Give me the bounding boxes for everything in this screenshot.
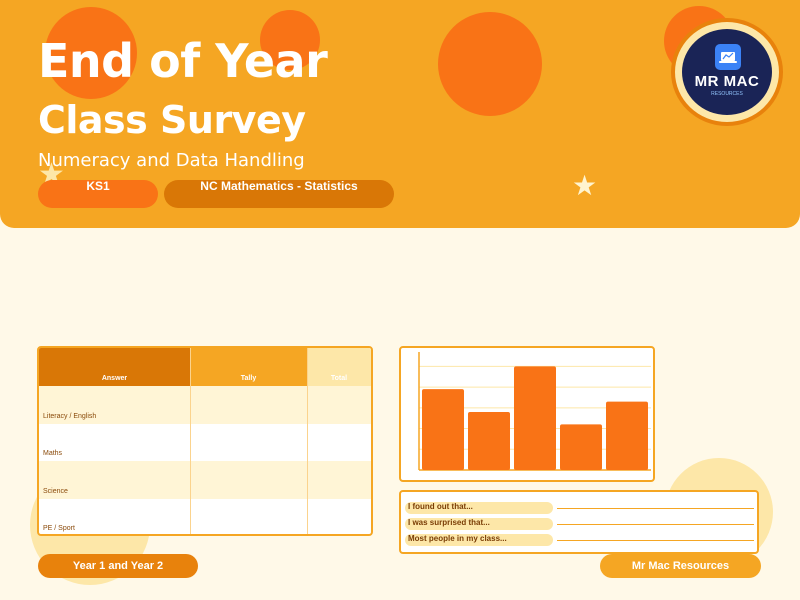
- header-answer: Answer: [39, 348, 190, 386]
- subtitle: Numeracy and Data Handling: [38, 150, 305, 171]
- key-stage-tag: KS1: [38, 180, 158, 208]
- chart-bar: [514, 366, 556, 470]
- chart-bar: [422, 389, 464, 470]
- logo: MR MAC RESOURCES: [671, 18, 783, 126]
- logo-badge-background: MR MAC RESOURCES: [682, 29, 772, 115]
- title-line-1: End of Year: [38, 34, 328, 88]
- header-total: Total: [307, 348, 371, 386]
- header-banner: ★ ★ End of Year Class Survey Numeracy an…: [0, 0, 800, 228]
- reflection-prompt: I found out that...: [405, 502, 553, 514]
- reflection-box: I found out that... I was surprised that…: [399, 490, 759, 554]
- publisher-badge: Mr Mac Resources: [600, 554, 761, 578]
- bar-chart: [399, 346, 655, 482]
- star-icon: ★: [572, 169, 598, 202]
- answer-cell: Science: [43, 487, 68, 495]
- title-line-2: Class Survey: [38, 98, 306, 142]
- tally-table: Answer Tally Total Literacy / English Ma…: [37, 346, 373, 536]
- chart-bar: [606, 401, 648, 470]
- logo-sub: RESOURCES: [711, 91, 743, 97]
- answer-cell: Literacy / English: [43, 412, 97, 420]
- table-row: PE / Sport: [39, 499, 371, 535]
- header-tally: Tally: [190, 348, 307, 386]
- table-header: Answer Tally Total: [39, 348, 371, 386]
- writing-line: [557, 540, 754, 541]
- table-row: Literacy / English: [39, 386, 371, 424]
- column-divider: [190, 348, 191, 534]
- reflection-row: I found out that...: [405, 502, 755, 514]
- laptop-icon: [715, 44, 741, 70]
- reflection-prompt: Most people in my class...: [405, 534, 553, 546]
- writing-line: [557, 508, 754, 509]
- reflection-row: Most people in my class...: [405, 534, 755, 546]
- table-row: Maths: [39, 424, 371, 462]
- year-group-badge: Year 1 and Year 2: [38, 554, 198, 578]
- logo-name: MR MAC: [694, 73, 760, 90]
- answer-cell: PE / Sport: [43, 525, 75, 532]
- answer-cell: Maths: [43, 450, 63, 457]
- reflection-row: I was surprised that...: [405, 518, 755, 530]
- decorative-circle: [260, 10, 320, 70]
- chart-bar: [468, 411, 510, 470]
- curriculum-tag: NC Mathematics - Statistics: [164, 180, 394, 208]
- decorative-circle: [438, 12, 542, 116]
- writing-line: [557, 524, 754, 525]
- chart-bar: [560, 424, 602, 470]
- table-row: Science: [39, 461, 371, 499]
- column-divider: [307, 348, 308, 534]
- decorative-circle: [45, 7, 137, 99]
- reflection-prompt: I was surprised that...: [405, 518, 553, 530]
- bar-chart-svg: [418, 352, 651, 471]
